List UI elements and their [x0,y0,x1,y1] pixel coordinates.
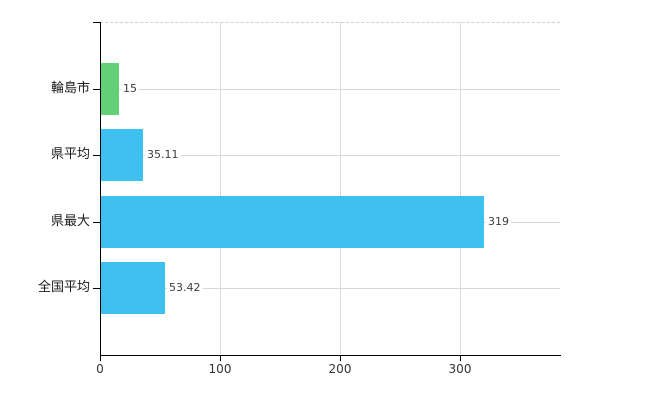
value-label: 35.11 [145,147,181,163]
x-tick-label: 200 [328,362,352,376]
x-axis-line [100,355,561,356]
y-tick [93,155,100,157]
gridline-vertical [220,22,221,355]
category-label: 全国平均 [37,280,90,296]
value-label: 15 [121,80,139,96]
y-axis-line [100,22,101,355]
x-tick-label: 0 [96,362,104,376]
y-tick [93,221,100,223]
top-border-gridline [100,22,560,23]
bar [101,62,119,115]
gridline-horizontal [100,288,560,290]
bar [101,129,143,182]
category-label: 県最大 [50,213,90,229]
y-tick [93,88,100,90]
category-label: 輪島市 [50,80,90,96]
bar [101,195,484,248]
bar [101,262,165,315]
gridline-horizontal [100,88,560,90]
gridline-horizontal [100,155,560,157]
x-tick [460,355,461,361]
value-label: 319 [486,213,511,229]
x-tick [220,355,221,361]
x-tick [340,355,341,361]
y-axis-top-tick [93,22,100,23]
x-tick-label: 300 [448,362,472,376]
gridline-vertical [340,22,341,355]
gridline-vertical [460,22,461,355]
x-tick [100,355,101,361]
value-label: 53.42 [167,280,203,296]
y-tick [93,288,100,290]
x-tick-label: 100 [208,362,232,376]
category-label: 県平均 [50,147,90,163]
